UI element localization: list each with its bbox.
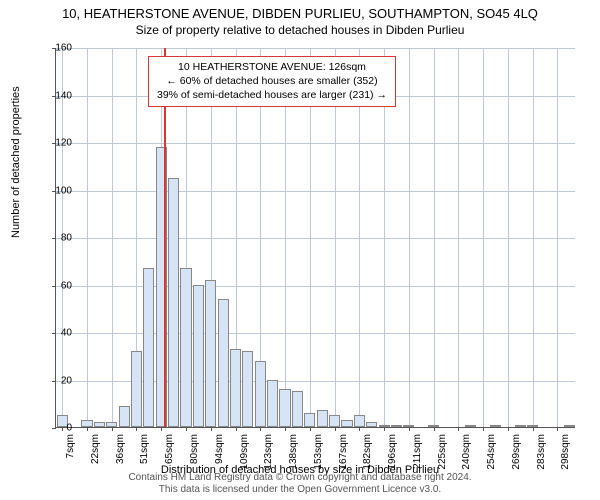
histogram-bar bbox=[490, 425, 501, 427]
histogram-bar bbox=[341, 420, 352, 427]
xtick-mark bbox=[236, 427, 237, 431]
gridline-v bbox=[483, 48, 484, 427]
xtick-mark bbox=[508, 427, 509, 431]
ytick-label: 140 bbox=[42, 90, 72, 101]
gridline-h bbox=[56, 333, 575, 334]
xtick-mark bbox=[557, 427, 558, 431]
footer-line-1: Contains HM Land Registry data © Crown c… bbox=[0, 472, 600, 484]
plot-area: 7sqm22sqm36sqm51sqm65sqm80sqm94sqm109sqm… bbox=[55, 48, 575, 428]
histogram-bar bbox=[180, 268, 191, 427]
histogram-bar bbox=[354, 415, 365, 427]
xtick-label: 36sqm bbox=[115, 434, 126, 464]
xtick-label: 7sqm bbox=[65, 434, 76, 458]
annotation-line: ← 60% of detached houses are smaller (35… bbox=[157, 74, 387, 88]
histogram-bar bbox=[131, 351, 142, 427]
gridline-v bbox=[557, 48, 558, 427]
histogram-bar bbox=[94, 422, 105, 427]
histogram-bar bbox=[242, 351, 253, 427]
annotation-line: 10 HEATHERSTONE AVENUE: 126sqm bbox=[157, 60, 387, 74]
xtick-mark bbox=[310, 427, 311, 431]
ytick-label: 100 bbox=[42, 185, 72, 196]
xtick-mark bbox=[87, 427, 88, 431]
histogram-bar bbox=[317, 410, 328, 427]
ytick-label: 60 bbox=[42, 280, 72, 291]
xtick-mark bbox=[483, 427, 484, 431]
gridline-h bbox=[56, 238, 575, 239]
histogram-bar bbox=[230, 349, 241, 427]
xtick-label: 51sqm bbox=[139, 434, 150, 464]
histogram-bar bbox=[255, 361, 266, 428]
gridline-v bbox=[533, 48, 534, 427]
gridline-h bbox=[56, 286, 575, 287]
gridline-v bbox=[87, 48, 88, 427]
histogram-bar bbox=[119, 406, 130, 427]
xtick-mark bbox=[335, 427, 336, 431]
xtick-mark bbox=[384, 427, 385, 431]
histogram-bar bbox=[391, 425, 402, 427]
ytick-label: 20 bbox=[42, 375, 72, 386]
histogram-bar bbox=[403, 425, 414, 427]
histogram-bar bbox=[527, 425, 538, 427]
xtick-mark bbox=[359, 427, 360, 431]
xtick-mark bbox=[533, 427, 534, 431]
xtick-mark bbox=[260, 427, 261, 431]
xtick-mark bbox=[186, 427, 187, 431]
xtick-mark bbox=[211, 427, 212, 431]
histogram-bar bbox=[366, 422, 377, 427]
ytick-label: 40 bbox=[42, 328, 72, 339]
xtick-label: 94sqm bbox=[214, 434, 225, 464]
gridline-v bbox=[409, 48, 410, 427]
gridline-v bbox=[508, 48, 509, 427]
footer-attribution: Contains HM Land Registry data © Crown c… bbox=[0, 472, 600, 496]
ytick-label: 80 bbox=[42, 233, 72, 244]
ytick-label: 120 bbox=[42, 138, 72, 149]
xtick-mark bbox=[458, 427, 459, 431]
histogram-bar bbox=[106, 422, 117, 427]
histogram-bar bbox=[205, 280, 216, 427]
xtick-mark bbox=[409, 427, 410, 431]
xtick-mark bbox=[136, 427, 137, 431]
histogram-bar bbox=[143, 268, 154, 427]
annotation-box: 10 HEATHERSTONE AVENUE: 126sqm← 60% of d… bbox=[148, 56, 396, 107]
xtick-mark bbox=[434, 427, 435, 431]
histogram-bar bbox=[267, 380, 278, 428]
xtick-label: 80sqm bbox=[189, 434, 200, 464]
xtick-mark bbox=[112, 427, 113, 431]
xtick-label: 65sqm bbox=[164, 434, 175, 464]
gridline-h bbox=[56, 48, 575, 49]
gridline-v bbox=[112, 48, 113, 427]
footer-line-2: This data is licensed under the Open Gov… bbox=[0, 484, 600, 496]
histogram-bar bbox=[329, 415, 340, 427]
histogram-bar bbox=[564, 425, 575, 427]
histogram-bar bbox=[379, 425, 390, 427]
histogram-bar bbox=[515, 425, 526, 427]
xtick-label: 22sqm bbox=[90, 434, 101, 464]
gridline-v bbox=[458, 48, 459, 427]
xtick-mark bbox=[285, 427, 286, 431]
histogram-bar bbox=[279, 389, 290, 427]
annotation-line: 39% of semi-detached houses are larger (… bbox=[157, 88, 387, 102]
gridline-h bbox=[56, 191, 575, 192]
histogram-bar bbox=[168, 178, 179, 427]
histogram-bar bbox=[304, 413, 315, 427]
ytick-label: 160 bbox=[42, 43, 72, 54]
ytick-label: 0 bbox=[42, 423, 72, 434]
histogram-bar bbox=[218, 299, 229, 427]
page-title: 10, HEATHERSTONE AVENUE, DIBDEN PURLIEU,… bbox=[0, 0, 600, 21]
chart-area: 7sqm22sqm36sqm51sqm65sqm80sqm94sqm109sqm… bbox=[55, 48, 575, 428]
gridline-h bbox=[56, 143, 575, 144]
page-subtitle: Size of property relative to detached ho… bbox=[0, 21, 600, 37]
histogram-bar bbox=[428, 425, 439, 427]
histogram-bar bbox=[292, 391, 303, 427]
histogram-bar bbox=[465, 425, 476, 427]
gridline-v bbox=[434, 48, 435, 427]
y-axis-label: Number of detached properties bbox=[10, 86, 22, 238]
histogram-bar bbox=[193, 285, 204, 428]
histogram-bar bbox=[81, 420, 92, 427]
xtick-mark bbox=[161, 427, 162, 431]
